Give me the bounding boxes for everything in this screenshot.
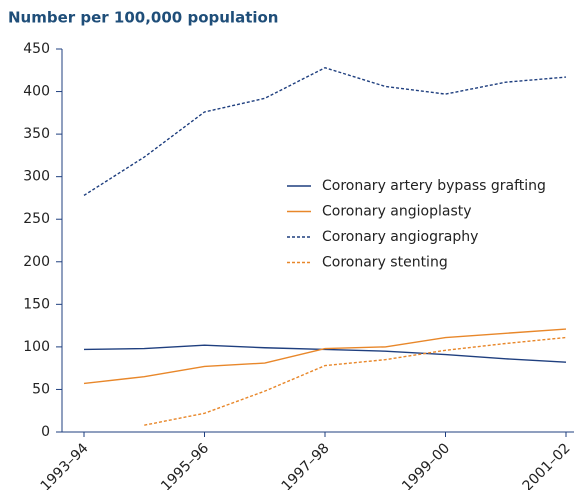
y-tick-label: 200 xyxy=(23,254,50,270)
x-tick-label: 2001–02 xyxy=(520,440,574,490)
legend-label: Coronary angiography xyxy=(322,229,478,245)
y-tick-label: 450 xyxy=(23,41,50,57)
chart-title: Number per 100,000 population xyxy=(8,9,278,27)
x-tick-label: 1995–96 xyxy=(158,440,212,490)
y-tick-label: 50 xyxy=(32,381,50,397)
series-line xyxy=(83,66,567,196)
y-tick-label: 300 xyxy=(23,169,50,185)
legend-label: Coronary artery bypass grafting xyxy=(322,178,546,194)
y-tick-label: 400 xyxy=(23,84,50,100)
y-tick-label: 0 xyxy=(41,424,50,440)
series-line xyxy=(144,336,567,426)
y-tick-label: 150 xyxy=(23,296,50,312)
y-tick-label: 350 xyxy=(23,126,50,142)
y-tick-label: 100 xyxy=(23,339,50,355)
legend-label: Coronary angioplasty xyxy=(322,204,472,220)
series-line xyxy=(83,344,567,363)
x-tick-label: 1993–94 xyxy=(38,440,92,490)
x-tick-label: 1999–00 xyxy=(399,440,453,490)
legend-label: Coronary stenting xyxy=(322,255,448,271)
series-line xyxy=(83,328,567,385)
x-tick-label: 1997–98 xyxy=(279,440,333,490)
y-tick-label: 250 xyxy=(23,211,50,227)
